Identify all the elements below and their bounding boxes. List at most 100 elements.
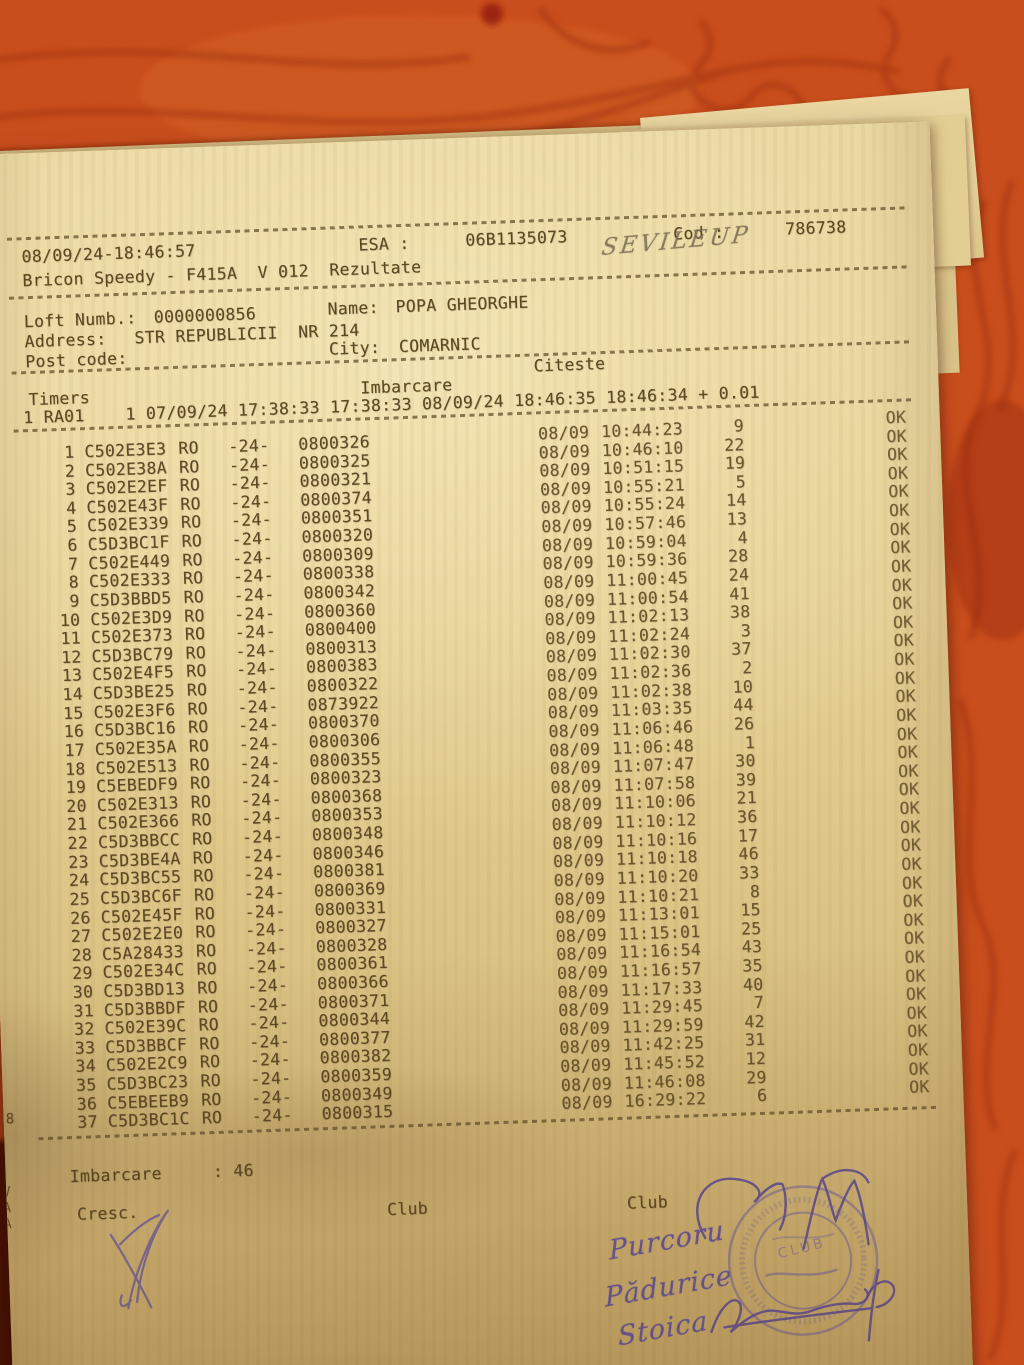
country-code: RO <box>178 456 200 477</box>
status-ok: OK <box>908 1058 930 1079</box>
year-band: -24- <box>243 882 286 903</box>
row-index: 35 <box>75 1075 97 1095</box>
country-code: RO <box>198 1015 220 1035</box>
status-ok: OK <box>908 1077 930 1098</box>
ring-id: C5D3BC1C <box>107 1109 190 1132</box>
country-code: RO <box>180 512 202 533</box>
status-ok: OK <box>891 593 914 614</box>
row-index: 27 <box>70 926 92 947</box>
row-index: 19 <box>65 777 87 798</box>
status-ok: OK <box>886 444 908 465</box>
country-code: RO <box>189 754 211 775</box>
row-index: 32 <box>73 1019 95 1040</box>
status-ok: OK <box>898 779 920 800</box>
arrival-order: 6 <box>756 1086 768 1106</box>
result-sheet-paper: 08/09/24-18:46:57 ESA : 06B1135073 Cod :… <box>0 121 979 1365</box>
status-ok: OK <box>889 519 911 539</box>
country-code: RO <box>194 922 217 942</box>
status-ok: OK <box>902 909 925 930</box>
status-ok: OK <box>906 1002 928 1023</box>
year-band: -24- <box>239 770 282 792</box>
country-code: RO <box>196 959 218 979</box>
row-index: 9 <box>69 591 80 611</box>
country-code: RO <box>198 1033 220 1054</box>
status-ok: OK <box>889 537 912 558</box>
carpet-dark-dot <box>481 3 503 25</box>
status-ok: OK <box>900 854 923 874</box>
row-index: 17 <box>64 740 86 760</box>
club-right-label: Club <box>626 1192 669 1213</box>
row-index: 11 <box>60 628 82 649</box>
arrival-date: 08/09 <box>561 1092 613 1114</box>
arrival-date: 08/09 <box>548 720 600 742</box>
country-code: RO <box>200 1089 222 1110</box>
country-code: RO <box>194 903 216 924</box>
row-index: 37 <box>77 1112 99 1133</box>
country-code: RO <box>196 977 218 998</box>
row-index: 3 <box>65 479 77 500</box>
country-code: RO <box>197 996 219 1017</box>
year-band: -24- <box>251 1105 293 1127</box>
status-ok: OK <box>899 798 921 818</box>
status-ok: OK <box>904 965 927 986</box>
year-band: -24- <box>236 677 279 699</box>
country-code: RO <box>192 847 214 868</box>
country-code: RO <box>181 531 203 551</box>
margin-page-number: 8 <box>5 1111 15 1128</box>
status-ok: OK <box>906 1021 928 1042</box>
cresc-label: Cresc. <box>76 1202 139 1224</box>
country-code: RO <box>191 810 213 831</box>
row-index: 1 <box>63 442 75 462</box>
country-code: RO <box>187 717 209 738</box>
ring-number: 0800315 <box>321 1102 394 1124</box>
row-index: 14 <box>62 684 84 705</box>
country-code: RO <box>187 698 209 719</box>
status-ok: OK <box>888 500 910 521</box>
country-code: RO <box>183 605 206 626</box>
arrival-date: 08/09 <box>553 869 606 890</box>
year-band: -24- <box>244 919 287 940</box>
country-code: RO <box>199 1052 221 1072</box>
status-ok: OK <box>896 723 918 744</box>
status-ok: OK <box>897 761 919 781</box>
country-code: RO <box>179 475 201 496</box>
year-band: -24- <box>246 975 289 996</box>
country-code: RO <box>185 661 207 682</box>
status-ok: OK <box>895 705 917 725</box>
country-code: RO <box>190 791 212 812</box>
arrival-time: 16:29:22 <box>624 1089 707 1112</box>
status-ok: OK <box>897 742 919 763</box>
country-code: RO <box>186 680 208 700</box>
year-band: -24- <box>231 528 273 550</box>
row-index: 22 <box>67 833 89 854</box>
status-ok: OK <box>887 481 910 502</box>
club-left-label: Club <box>386 1198 429 1220</box>
status-ok: OK <box>894 668 916 688</box>
status-ok: OK <box>903 928 925 949</box>
status-ok: OK <box>907 1040 929 1060</box>
country-code: RO <box>178 438 200 458</box>
row-index: 25 <box>69 889 91 909</box>
year-band: -24- <box>228 435 270 457</box>
year-band: -24- <box>238 733 280 754</box>
status-ok: OK <box>885 407 907 428</box>
country-code: RO <box>189 773 211 793</box>
status-ok: OK <box>904 947 926 967</box>
country-code: RO <box>191 828 213 849</box>
status-ok: OK <box>902 891 924 912</box>
country-code: RO <box>195 940 217 961</box>
status-ok: OK <box>893 630 915 651</box>
year-band: -24- <box>241 826 284 847</box>
country-code: RO <box>183 587 205 607</box>
status-ok: OK <box>901 872 923 893</box>
country-code: RO <box>193 884 215 905</box>
year-band: -24- <box>233 584 275 606</box>
row-index: 6 <box>67 535 79 555</box>
status-ok: OK <box>895 686 917 707</box>
status-ok: OK <box>887 463 909 484</box>
country-code: RO <box>184 624 206 644</box>
country-code: RO <box>201 1108 223 1128</box>
country-code: RO <box>179 494 202 514</box>
country-code: RO <box>181 549 204 570</box>
